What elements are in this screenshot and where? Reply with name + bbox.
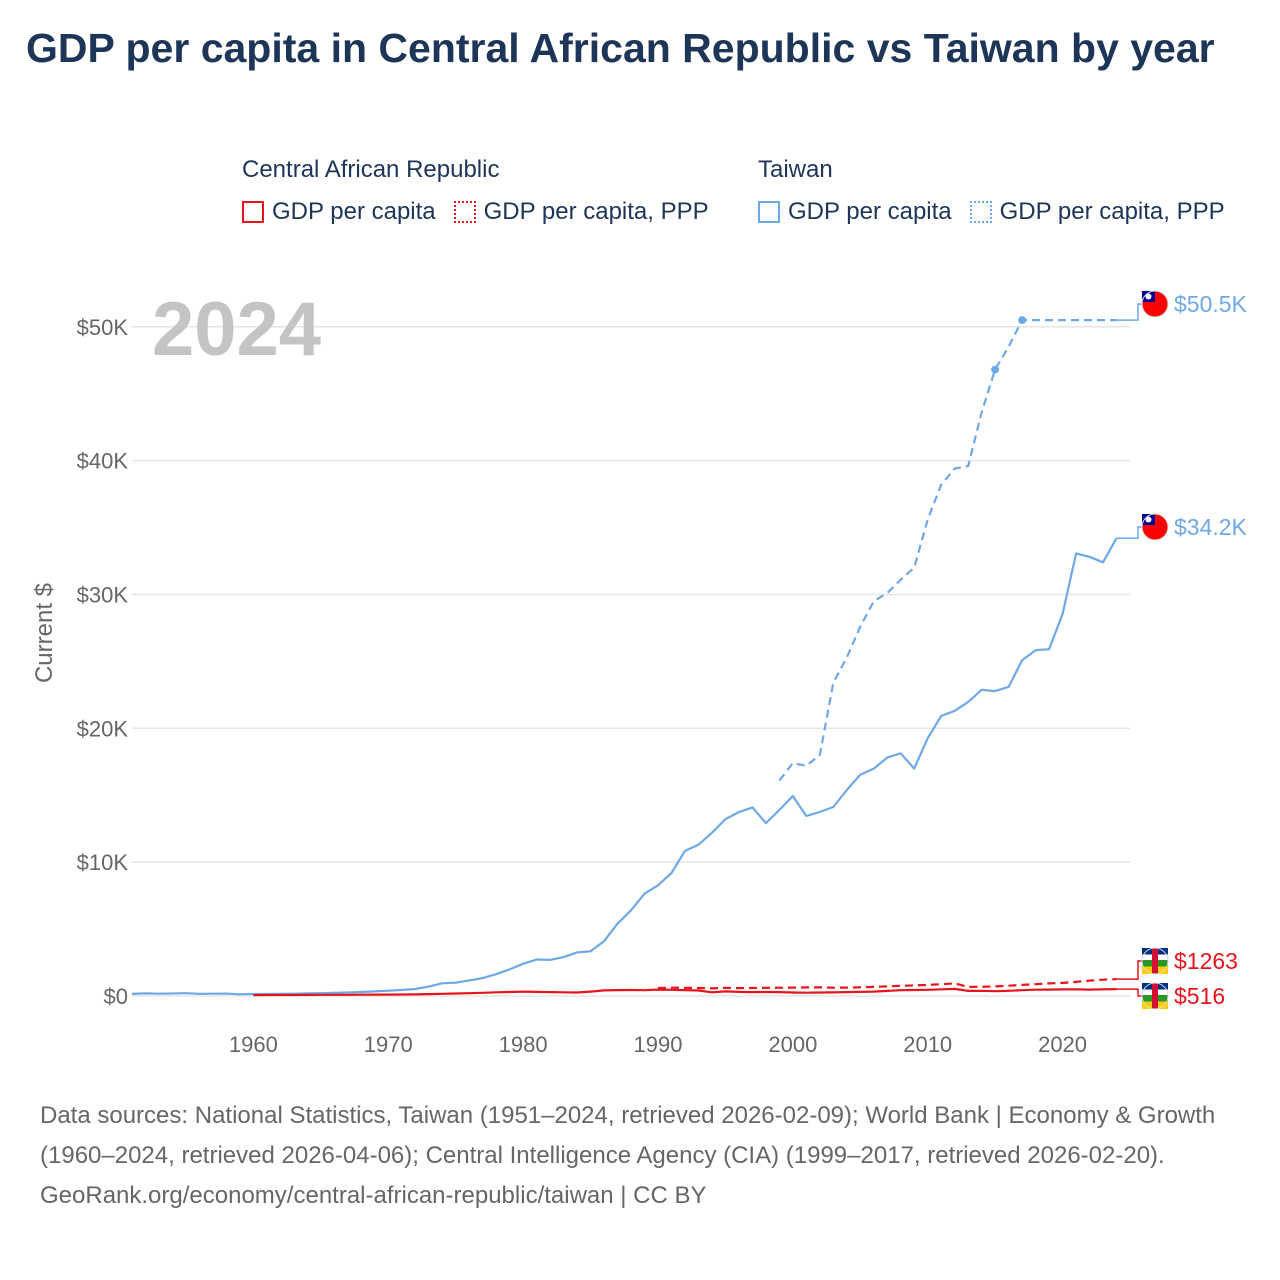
- source-link[interactable]: GeoRank.org/economy/central-african-repu…: [40, 1182, 707, 1209]
- y-tick-label: $10K: [77, 850, 129, 875]
- y-axis-label: Current $: [31, 583, 58, 683]
- legend-tw-title: Taiwan: [758, 156, 833, 183]
- legend-car-ppp[interactable]: GDP per capita, PPP: [453, 198, 709, 226]
- data-sources: Data sources: National Statistics, Taiwa…: [40, 1096, 1230, 1216]
- x-tick-label: 1980: [499, 1032, 548, 1057]
- legend-car: Central African Republic GDP per capita …: [242, 154, 727, 228]
- legend-tw-ppp-label: GDP per capita, PPP: [999, 198, 1225, 225]
- car-flag-icon: [1141, 947, 1169, 975]
- end-connector: [1116, 526, 1142, 539]
- end-markers: $34.2K $50.5K $516 $1263: [1116, 290, 1248, 1010]
- legend-car-ppp-swatch: [453, 201, 476, 223]
- year-label: 2024: [152, 287, 321, 372]
- chart-title: GDP per capita in Central African Republ…: [26, 25, 1215, 71]
- taiwan-flag-icon: [1141, 290, 1169, 318]
- x-tick-label: 1970: [364, 1032, 413, 1057]
- y-axis: $0 $10K $20K $30K $40K $50K: [77, 315, 129, 1009]
- line-chart: $0 $10K $20K $30K $40K $50K 1960 1970 1980 1990 2…: [31, 287, 1248, 1057]
- y-tick-label: $0: [104, 984, 128, 1009]
- series-line-central-african-republic-gdp-per-capita-ppp: [657, 978, 1117, 990]
- legend-car-gdp-swatch: [242, 201, 264, 223]
- y-tick-label: $40K: [77, 449, 129, 474]
- sources-text: Data sources: National Statistics, Taiwa…: [40, 1102, 1216, 1169]
- car-flag-icon: [1141, 982, 1169, 1010]
- legend-tw-gdp-label: GDP per capita: [788, 198, 952, 225]
- x-tick-label: 2020: [1038, 1032, 1087, 1057]
- legend-car-title: Central African Republic: [242, 156, 500, 183]
- legend-tw-ppp-swatch: [969, 201, 992, 223]
- end-value-label: $50.5K: [1174, 291, 1248, 317]
- legend-car-gdp[interactable]: GDP per capita: [242, 198, 436, 226]
- legend-tw-gdp-swatch: [758, 201, 780, 223]
- x-tick-label: 1960: [229, 1032, 278, 1057]
- x-tick-label: 1990: [633, 1032, 682, 1057]
- x-axis: 1960 1970 1980 1990 2000 2010 2020: [229, 1032, 1087, 1057]
- taiwan-flag-icon: [1141, 513, 1169, 541]
- series-line-taiwan-gdp-per-capita: [131, 537, 1118, 996]
- y-tick-label: $20K: [77, 716, 129, 741]
- grid-lines: [132, 326, 1130, 997]
- end-connector: [1116, 303, 1142, 321]
- legend-car-gdp-label: GDP per capita: [272, 198, 436, 225]
- legend-tw-gdp[interactable]: GDP per capita: [758, 198, 952, 226]
- y-tick-label: $50K: [77, 315, 129, 340]
- data-point: [991, 365, 1000, 374]
- x-tick-label: 2010: [903, 1032, 952, 1057]
- series-line-central-african-republic-gdp-per-capita: [253, 987, 1117, 997]
- legend-tw: Taiwan GDP per capita GDP per capita, PP…: [758, 154, 1243, 228]
- legend-tw-ppp[interactable]: GDP per capita, PPP: [969, 198, 1225, 226]
- end-value-label: $1263: [1174, 948, 1238, 974]
- end-value-label: $34.2K: [1174, 514, 1248, 540]
- y-tick-label: $30K: [77, 582, 129, 607]
- x-tick-label: 2000: [768, 1032, 817, 1057]
- series-line-taiwan-gdp-per-capita-ppp: [778, 319, 1117, 782]
- end-value-label: $516: [1174, 983, 1225, 1009]
- end-connector: [1116, 960, 1142, 980]
- series-lines: [131, 316, 1118, 997]
- end-connector: [1116, 988, 1142, 997]
- data-point: [1018, 316, 1027, 325]
- legend-car-ppp-label: GDP per capita, PPP: [483, 198, 709, 225]
